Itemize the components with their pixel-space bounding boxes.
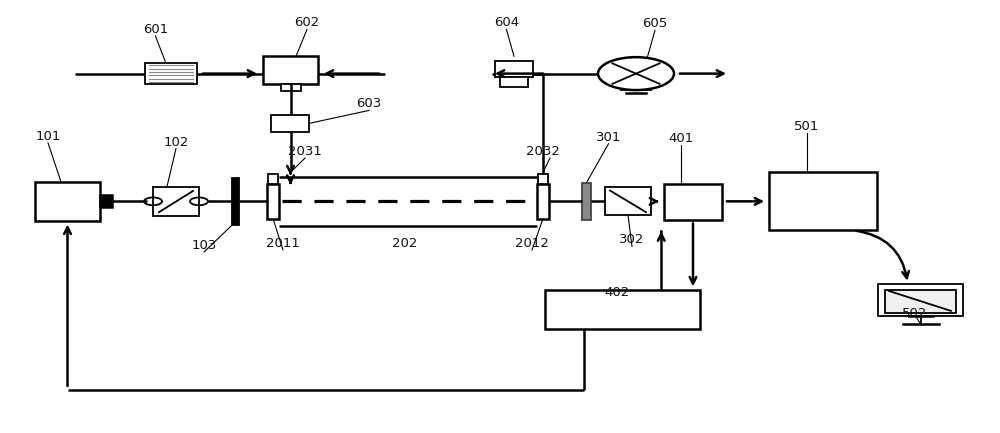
Bar [280, 84, 300, 91]
Text: 2012: 2012 [515, 237, 549, 250]
Text: 604: 604 [494, 16, 519, 29]
Bar [885, 290, 956, 313]
Bar [100, 195, 112, 207]
Bar [267, 184, 279, 219]
Text: 2031: 2031 [288, 145, 322, 158]
Text: 101: 101 [35, 130, 61, 143]
Bar [605, 187, 651, 215]
Text: 601: 601 [143, 23, 168, 36]
Text: 103: 103 [191, 239, 217, 252]
Bar [263, 56, 318, 84]
Text: 605: 605 [642, 17, 668, 30]
Bar [500, 77, 528, 87]
Text: 2032: 2032 [526, 145, 560, 158]
Bar [545, 290, 700, 329]
Bar [537, 184, 549, 219]
Text: 402: 402 [604, 286, 630, 299]
Text: 302: 302 [619, 233, 645, 246]
Text: 501: 501 [794, 120, 819, 133]
Bar [495, 61, 533, 77]
Text: 102: 102 [163, 136, 189, 149]
Bar [268, 174, 278, 184]
Bar [769, 172, 877, 230]
Text: 602: 602 [294, 16, 320, 29]
Bar [582, 183, 591, 220]
Bar [145, 63, 197, 84]
Bar [538, 174, 548, 184]
Bar [664, 184, 722, 220]
Text: 401: 401 [669, 132, 694, 145]
Bar [232, 178, 239, 225]
Text: 2011: 2011 [266, 237, 300, 250]
Bar [878, 284, 963, 316]
Text: 502: 502 [902, 307, 928, 320]
Text: 202: 202 [392, 237, 418, 250]
Bar [271, 115, 309, 132]
Text: 301: 301 [596, 131, 621, 144]
Bar [35, 182, 100, 221]
Bar [153, 187, 199, 216]
Text: 603: 603 [356, 97, 382, 110]
